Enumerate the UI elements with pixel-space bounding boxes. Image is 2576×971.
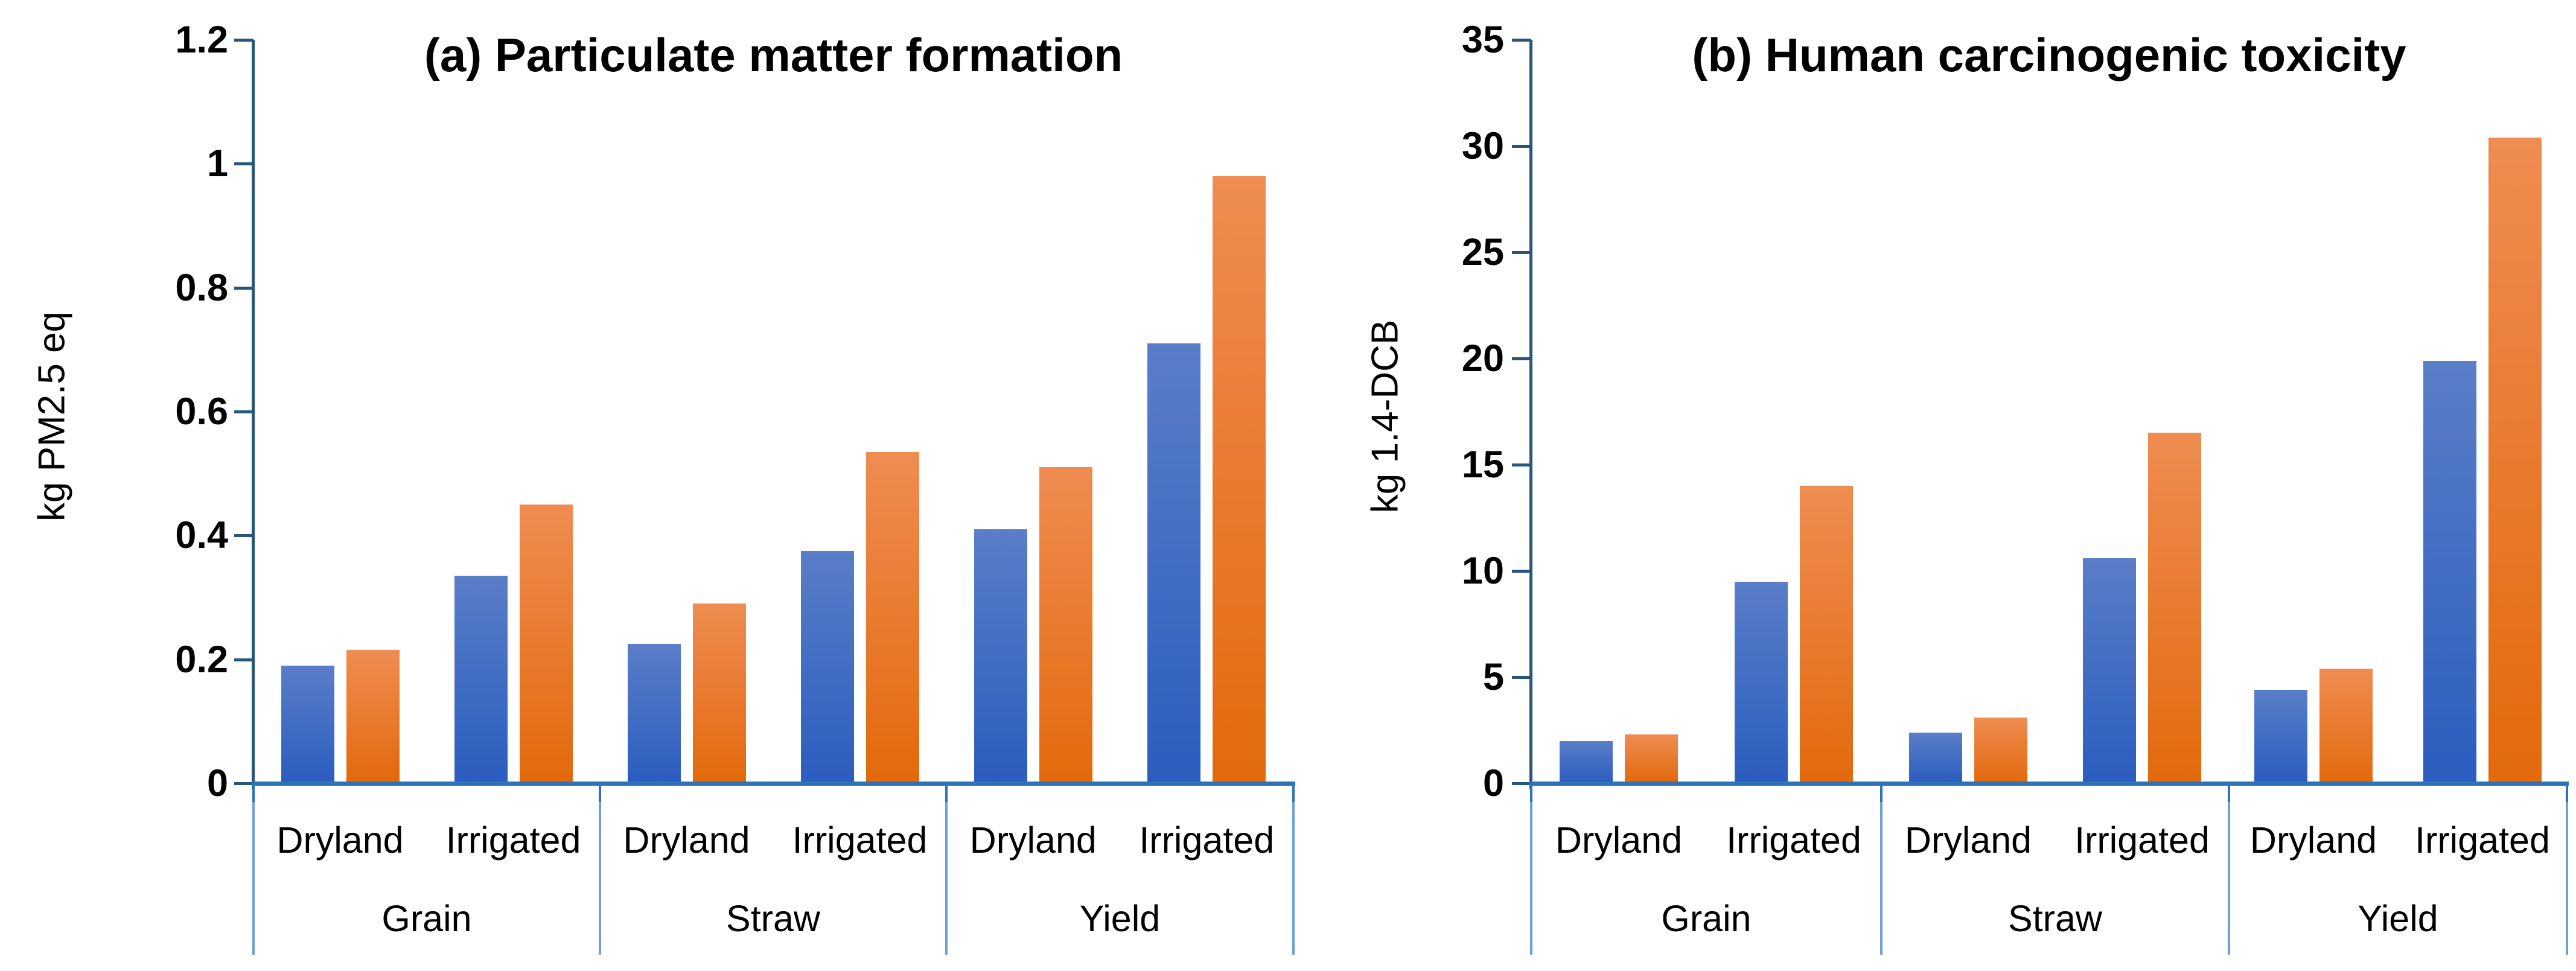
y-axis-line-a bbox=[252, 40, 255, 789]
group-label-b-straw: Straw bbox=[2008, 898, 2102, 939]
group-label-a-grain: Grain bbox=[381, 898, 472, 939]
category-label-b-straw-irrigated: Irrigated bbox=[2074, 820, 2210, 861]
category-label-b-grain-irrigated: Irrigated bbox=[1726, 820, 1861, 861]
bar-b-straw-irrigated-blue bbox=[2083, 558, 2136, 783]
y-tick-label-b: 15 bbox=[1461, 444, 1504, 486]
bar-a-grain-irrigated-orange bbox=[520, 505, 573, 783]
y-tick-b bbox=[1512, 570, 1531, 573]
y-tick-a bbox=[234, 162, 253, 165]
group-label-b-yield: Yield bbox=[2358, 898, 2438, 939]
y-tick-label-a: 0.6 bbox=[175, 390, 228, 433]
bar-a-straw-dryland-orange bbox=[693, 603, 746, 783]
bar-a-straw-dryland-blue bbox=[628, 644, 681, 783]
x-axis-line-b bbox=[1529, 782, 2569, 786]
category-separator-a bbox=[252, 785, 255, 955]
category-separator-b bbox=[1530, 785, 1532, 955]
y-tick-a bbox=[234, 534, 253, 537]
category-axis-tick-b bbox=[2566, 785, 2568, 802]
category-axis-tick-a bbox=[1292, 785, 1295, 802]
category-axis-tick-b bbox=[2228, 785, 2230, 802]
bar-b-yield-irrigated-orange bbox=[2488, 138, 2542, 783]
y-tick-a bbox=[234, 782, 253, 785]
group-label-a-yield: Yield bbox=[1079, 898, 1161, 939]
y-tick-label-a: 0.4 bbox=[175, 514, 228, 556]
y-tick-b bbox=[1512, 39, 1531, 42]
bar-b-straw-dryland-orange bbox=[1974, 718, 2027, 783]
category-separator-a bbox=[945, 785, 948, 955]
y-tick-label-a: 0.2 bbox=[175, 638, 228, 681]
category-separator-a bbox=[599, 785, 601, 955]
y-tick-b bbox=[1512, 676, 1531, 679]
y-tick-a bbox=[234, 658, 253, 661]
y-tick-label-b: 10 bbox=[1461, 550, 1504, 592]
category-label-a-yield-dryland: Dryland bbox=[969, 820, 1097, 861]
group-label-b-grain: Grain bbox=[1661, 898, 1752, 939]
category-label-b-yield-dryland: Dryland bbox=[2249, 820, 2377, 861]
y-tick-label-a: 0.8 bbox=[175, 267, 228, 309]
bar-b-yield-irrigated-blue bbox=[2423, 361, 2476, 783]
y-tick-b bbox=[1512, 357, 1531, 360]
category-axis-tick-a bbox=[599, 785, 601, 802]
y-tick-b bbox=[1512, 145, 1531, 148]
bar-b-yield-dryland-blue bbox=[2254, 690, 2307, 783]
bar-b-grain-irrigated-orange bbox=[1800, 486, 1853, 783]
bar-a-grain-irrigated-blue bbox=[454, 576, 508, 783]
y-tick-a bbox=[234, 410, 253, 413]
y-tick-label-b: 0 bbox=[1482, 762, 1504, 804]
y-tick-b bbox=[1512, 251, 1531, 254]
y-tick-b bbox=[1512, 782, 1531, 785]
bar-a-yield-irrigated-orange bbox=[1213, 176, 1266, 783]
y-tick-label-b: 35 bbox=[1461, 19, 1504, 61]
y-tick-label-b: 25 bbox=[1461, 231, 1504, 273]
bar-a-straw-irrigated-blue bbox=[801, 551, 854, 783]
y-tick-label-b: 5 bbox=[1482, 656, 1504, 698]
category-axis-tick-a bbox=[945, 785, 948, 802]
bar-b-grain-irrigated-blue bbox=[1735, 582, 1788, 783]
bar-b-grain-dryland-orange bbox=[1625, 734, 1678, 783]
y-tick-label-a: 1 bbox=[206, 142, 228, 185]
x-axis-line-a bbox=[252, 782, 1295, 786]
category-label-a-grain-dryland: Dryland bbox=[276, 820, 404, 861]
category-separator-b bbox=[1880, 785, 1883, 955]
bar-a-yield-dryland-blue bbox=[974, 529, 1027, 783]
group-label-a-straw: Straw bbox=[726, 898, 820, 939]
category-label-a-grain-irrigated: Irrigated bbox=[445, 820, 581, 861]
y-tick-label-a: 1.2 bbox=[175, 19, 228, 61]
bar-b-straw-dryland-blue bbox=[1909, 733, 1962, 783]
category-axis-tick-b bbox=[1880, 785, 1883, 802]
category-label-b-straw-dryland: Dryland bbox=[1904, 820, 2032, 861]
bar-b-grain-dryland-blue bbox=[1560, 741, 1613, 783]
y-tick-label-a: 0 bbox=[206, 762, 228, 804]
bar-a-yield-irrigated-blue bbox=[1147, 343, 1200, 783]
y-tick-a bbox=[234, 39, 253, 42]
category-label-a-yield-irrigated: Irrigated bbox=[1139, 820, 1275, 861]
category-separator-b bbox=[2228, 785, 2230, 955]
category-separator-a bbox=[1292, 785, 1295, 955]
y-axis-line-b bbox=[1529, 40, 1532, 789]
category-axis-tick-a bbox=[252, 785, 255, 802]
bar-b-straw-irrigated-orange bbox=[2148, 433, 2201, 783]
category-separator-b bbox=[2566, 785, 2568, 955]
y-tick-b bbox=[1512, 463, 1531, 466]
bar-a-straw-irrigated-orange bbox=[866, 452, 919, 783]
chart-b-title: (b) Human carcinogenic toxicity bbox=[1692, 28, 2406, 81]
y-tick-label-b: 30 bbox=[1461, 125, 1504, 167]
category-label-a-straw-irrigated: Irrigated bbox=[792, 820, 928, 861]
bar-a-yield-dryland-orange bbox=[1039, 467, 1092, 783]
bar-a-grain-dryland-orange bbox=[346, 650, 400, 783]
bar-b-yield-dryland-orange bbox=[2319, 669, 2373, 783]
y-tick-a bbox=[234, 287, 253, 290]
category-axis-tick-b bbox=[1530, 785, 1532, 802]
category-label-b-yield-irrigated: Irrigated bbox=[2415, 820, 2550, 861]
category-label-b-grain-dryland: Dryland bbox=[1555, 820, 1683, 861]
y-tick-label-b: 20 bbox=[1461, 337, 1504, 380]
chart-a-title: (a) Particulate matter formation bbox=[424, 28, 1123, 81]
bar-a-grain-dryland-blue bbox=[281, 666, 334, 783]
category-label-a-straw-dryland: Dryland bbox=[623, 820, 750, 861]
